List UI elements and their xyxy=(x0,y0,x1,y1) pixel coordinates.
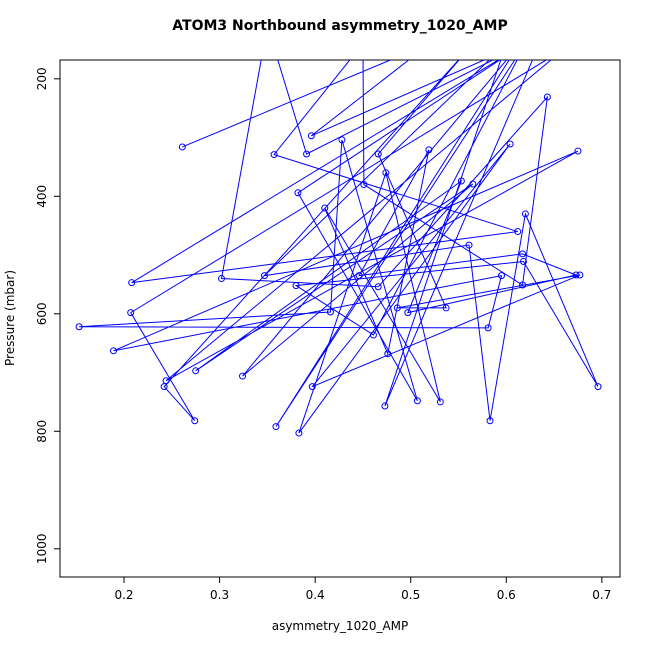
data-point xyxy=(522,41,528,47)
data-point xyxy=(308,383,316,391)
data-point xyxy=(486,417,494,425)
data-point xyxy=(272,423,280,431)
data-line xyxy=(79,60,599,434)
data-point xyxy=(191,417,199,425)
data-point xyxy=(519,281,527,289)
data-point xyxy=(574,147,582,155)
data-point xyxy=(413,397,421,405)
y-tick-label: 600 xyxy=(35,302,49,325)
data-point xyxy=(465,241,473,249)
x-tick-label: 0.7 xyxy=(592,588,611,602)
data-point xyxy=(160,383,168,391)
y-axis-label: Pressure (mbar) xyxy=(3,270,17,366)
data-point xyxy=(295,429,303,437)
data-point xyxy=(303,150,311,158)
data-point xyxy=(292,282,300,290)
data-point xyxy=(532,23,538,29)
x-tick-label: 0.2 xyxy=(114,588,133,602)
data-point xyxy=(307,132,315,140)
data-point xyxy=(457,177,465,185)
data-point xyxy=(514,228,522,236)
data-point xyxy=(404,309,412,317)
data-point xyxy=(360,41,366,47)
data-point xyxy=(360,181,368,189)
data-point xyxy=(128,279,136,287)
data-point xyxy=(542,29,548,35)
data-point xyxy=(374,150,382,158)
data-point xyxy=(355,272,363,280)
data-point xyxy=(519,250,527,258)
data-point xyxy=(465,46,471,52)
data-point xyxy=(218,275,226,283)
data-point xyxy=(384,350,392,358)
data-point xyxy=(484,324,492,332)
data-point xyxy=(442,304,450,312)
data-point xyxy=(561,46,567,52)
y-tick-label: 200 xyxy=(35,67,49,90)
data-point xyxy=(192,367,200,375)
data-point xyxy=(239,372,247,380)
data-point xyxy=(369,331,377,339)
data-point xyxy=(576,271,584,279)
y-tick-label: 800 xyxy=(35,420,49,443)
data-point xyxy=(381,402,389,410)
data-point xyxy=(110,347,118,355)
data-point xyxy=(594,383,602,391)
data-point xyxy=(543,93,551,101)
data-point xyxy=(326,308,334,316)
data-point xyxy=(382,169,390,177)
x-tick-label: 0.6 xyxy=(497,588,516,602)
plot-frame xyxy=(59,59,621,578)
data-point xyxy=(513,46,519,52)
chart-title: ATOM3 Northbound asymmetry_1020_AMP xyxy=(172,18,507,34)
data-point xyxy=(75,323,83,331)
plot-area xyxy=(75,23,602,437)
data-point xyxy=(338,136,346,144)
data-point xyxy=(498,272,506,280)
data-point xyxy=(506,140,514,148)
data-point xyxy=(261,272,269,280)
data-point xyxy=(127,309,135,317)
x-axis-label: asymmetry_1020_AMP xyxy=(272,619,409,633)
data-point xyxy=(374,283,382,291)
data-point xyxy=(393,304,401,312)
data-point xyxy=(178,143,186,151)
y-tick-label: 1000 xyxy=(35,534,49,565)
y-tick-label: 400 xyxy=(35,185,49,208)
data-point xyxy=(270,151,278,159)
data-point xyxy=(436,398,444,406)
data-point xyxy=(532,35,538,41)
data-point xyxy=(519,258,527,266)
data-point xyxy=(521,210,529,218)
data-point xyxy=(503,41,509,47)
data-point xyxy=(427,41,433,47)
x-tick-label: 0.5 xyxy=(401,588,420,602)
data-point xyxy=(572,271,580,279)
x-tick-label: 0.4 xyxy=(306,588,325,602)
data-point xyxy=(321,204,329,212)
data-point xyxy=(469,180,477,188)
x-tick-label: 0.3 xyxy=(210,588,229,602)
data-point xyxy=(425,146,433,154)
data-point xyxy=(294,189,302,197)
